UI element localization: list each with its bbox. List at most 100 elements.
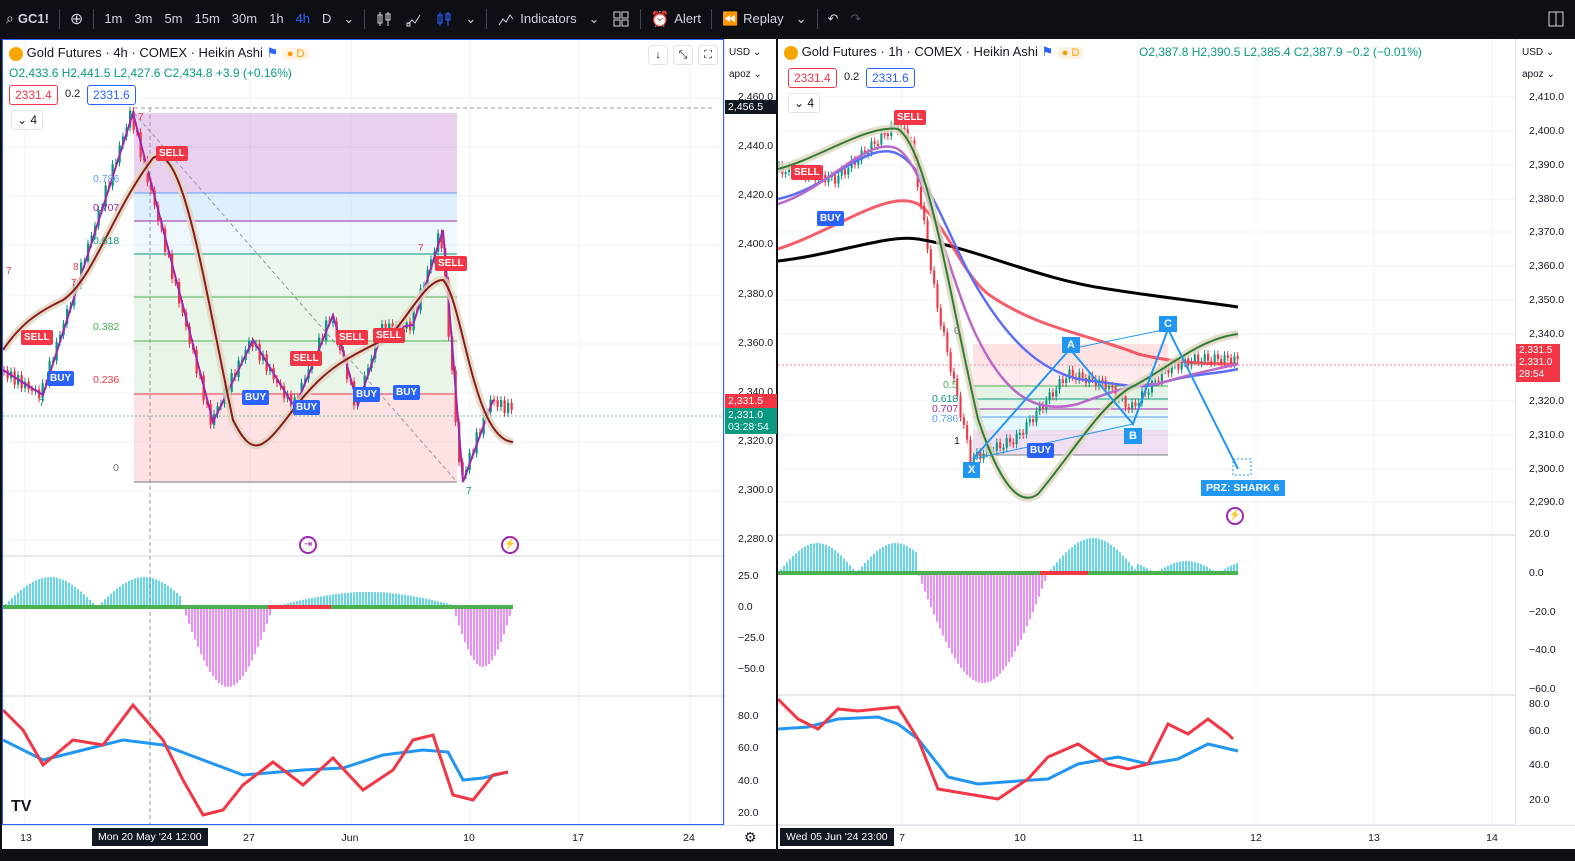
- right-chart-pane[interactable]: Gold Futures · 1h · COMEX · Heikin Ashi …: [778, 39, 1515, 825]
- replay-button[interactable]: ⏪ Replay ⌄: [716, 0, 813, 37]
- right-main-chart[interactable]: [778, 39, 1515, 825]
- candle-body: [949, 351, 952, 372]
- collapse-icon[interactable]: ⤡: [673, 45, 693, 65]
- heikin-ashi-icon[interactable]: [429, 0, 459, 37]
- left-sell-price[interactable]: 2331.4: [9, 85, 58, 105]
- interval-d[interactable]: D: [322, 11, 332, 26]
- lightning-icon[interactable]: ⚡: [1226, 507, 1244, 525]
- fib-label: 0.5: [943, 379, 958, 391]
- left-zigzag: [3, 109, 494, 483]
- price-tick: 2,350.0: [1529, 294, 1565, 306]
- candles-icon[interactable]: [369, 0, 399, 37]
- crosshair-time: Mon 20 May '24 12:00: [92, 828, 208, 846]
- alert-button[interactable]: ⏰ Alert: [645, 0, 707, 37]
- left-buy-price[interactable]: 2331.6: [87, 85, 136, 105]
- tradingview-logo: TV: [11, 798, 32, 815]
- candle-body: [1193, 354, 1196, 362]
- candle-body: [1078, 372, 1081, 380]
- interval-15m[interactable]: 15m: [194, 11, 220, 26]
- candle-body: [1028, 419, 1031, 423]
- currency-label: USD: [729, 47, 751, 58]
- left-main-chart[interactable]: [3, 40, 724, 825]
- candle-body: [966, 424, 969, 440]
- separator: [710, 8, 712, 29]
- right-layers-toggle[interactable]: ⌄ 4: [788, 93, 821, 113]
- left-chart-pane[interactable]: Gold Futures · 4h · COMEX · Heikin Ashi …: [2, 39, 724, 825]
- currency-selector[interactable]: USD ⌄: [729, 47, 761, 58]
- candle-body: [248, 341, 251, 350]
- sell-signal: SELL: [290, 351, 322, 366]
- chart-type-icon[interactable]: [399, 0, 429, 37]
- lightning-icon[interactable]: ⚡: [501, 536, 519, 554]
- maximize-icon[interactable]: ⛶: [698, 45, 718, 65]
- currency-selector[interactable]: USD ⌄: [1522, 47, 1554, 58]
- crosshair-date: Mon 20 May '24: [98, 831, 173, 843]
- left-layers-toggle[interactable]: ⌄ 4: [11, 110, 44, 130]
- candle-body: [1216, 354, 1219, 360]
- symbol-search[interactable]: ⌕ GC1!: [0, 0, 55, 37]
- candle-body: [834, 175, 837, 184]
- templates-icon[interactable]: [606, 0, 636, 37]
- candle-body: [1226, 355, 1229, 358]
- right-sell-price[interactable]: 2331.4: [788, 68, 837, 88]
- interval-1m[interactable]: 1m: [104, 11, 123, 26]
- time-tick: 10: [1014, 832, 1026, 844]
- left-legend[interactable]: Gold Futures · 4h · COMEX · Heikin Ashi …: [9, 45, 310, 61]
- candle-body: [503, 400, 506, 413]
- fib-label: 0: [113, 462, 119, 474]
- event-icon[interactable]: ⇥: [299, 536, 317, 554]
- flag-icon: ⚑: [266, 45, 279, 60]
- layers-count: 4: [30, 113, 38, 127]
- prz-label: PRZ: SHARK 6: [1201, 480, 1285, 496]
- candle-body: [999, 442, 1002, 449]
- separator: [58, 8, 60, 29]
- price-tick: 2,390.0: [1529, 159, 1565, 171]
- down-arrow-icon[interactable]: ↓: [648, 45, 668, 65]
- osc-tick: 0.0: [1529, 567, 1544, 579]
- candle-body: [946, 332, 949, 352]
- candle-body: [873, 141, 876, 144]
- left-time-axis[interactable]: 13 Mon 20 May '24 12:00 27 Jun 10 17 24 …: [2, 825, 776, 849]
- interval-dropdown-icon[interactable]: ⌄: [343, 10, 355, 26]
- right-buy-price[interactable]: 2331.6: [866, 68, 915, 88]
- compare-button[interactable]: ⊕: [64, 0, 89, 37]
- ma-green: [778, 127, 1239, 499]
- redo-icon[interactable]: ↷: [850, 10, 862, 26]
- layout-icon[interactable]: [1541, 0, 1571, 37]
- candle-body: [827, 175, 830, 183]
- sell-signal: SELL: [791, 165, 823, 180]
- price-tick: 2,420.0: [738, 189, 774, 201]
- candle-body: [1124, 395, 1127, 408]
- undo-icon[interactable]: ↶: [827, 10, 839, 26]
- right-legend[interactable]: Gold Futures · 1h · COMEX · Heikin Ashi …: [784, 44, 1085, 60]
- interval-1h[interactable]: 1h: [269, 11, 284, 26]
- candle-body: [31, 389, 34, 392]
- candle-body: [1012, 442, 1015, 445]
- interval-3m[interactable]: 3m: [134, 11, 153, 26]
- interval-30m[interactable]: 30m: [231, 11, 258, 26]
- left-price-axis[interactable]: USD ⌄ apoz ⌄ 2,460.0 2,456.5 2,440.0 2,4…: [724, 39, 777, 825]
- chart-type-dropdown-icon[interactable]: ⌄: [465, 10, 477, 26]
- buy-signal: BUY: [293, 400, 321, 415]
- right-time-axis[interactable]: Wed 05 Jun '24 23:00 7 10 11 12 13 14: [778, 825, 1575, 849]
- chevron-down-icon: ⌄: [1545, 47, 1555, 58]
- rsi-tick: 40.0: [738, 775, 759, 787]
- indicators-button[interactable]: Indicators ⌄: [491, 0, 605, 37]
- separator: [486, 8, 488, 29]
- candle-body: [1150, 380, 1153, 393]
- interval-5m[interactable]: 5m: [164, 11, 183, 26]
- right-price-axis[interactable]: USD ⌄ apoz ⌄ 2,410.0 2,400.0 2,390.0 2,3…: [1515, 39, 1575, 825]
- currency-label: USD: [1522, 47, 1544, 58]
- scale-selector[interactable]: apoz ⌄: [1522, 69, 1555, 80]
- candle-body: [847, 168, 850, 175]
- wave-label: 7: [138, 112, 144, 123]
- candle-body: [41, 383, 44, 399]
- scale-selector[interactable]: apoz ⌄: [729, 69, 762, 80]
- interval-4h[interactable]: 4h: [295, 11, 311, 26]
- candle-body: [1160, 370, 1163, 383]
- countdown: 28:54: [1519, 369, 1545, 380]
- crosshair-date: Wed 05 Jun '24: [786, 831, 859, 843]
- settings-icon[interactable]: ⚙: [744, 829, 757, 845]
- candle-body: [1223, 355, 1226, 364]
- price-tick: 2,300.0: [1529, 463, 1565, 475]
